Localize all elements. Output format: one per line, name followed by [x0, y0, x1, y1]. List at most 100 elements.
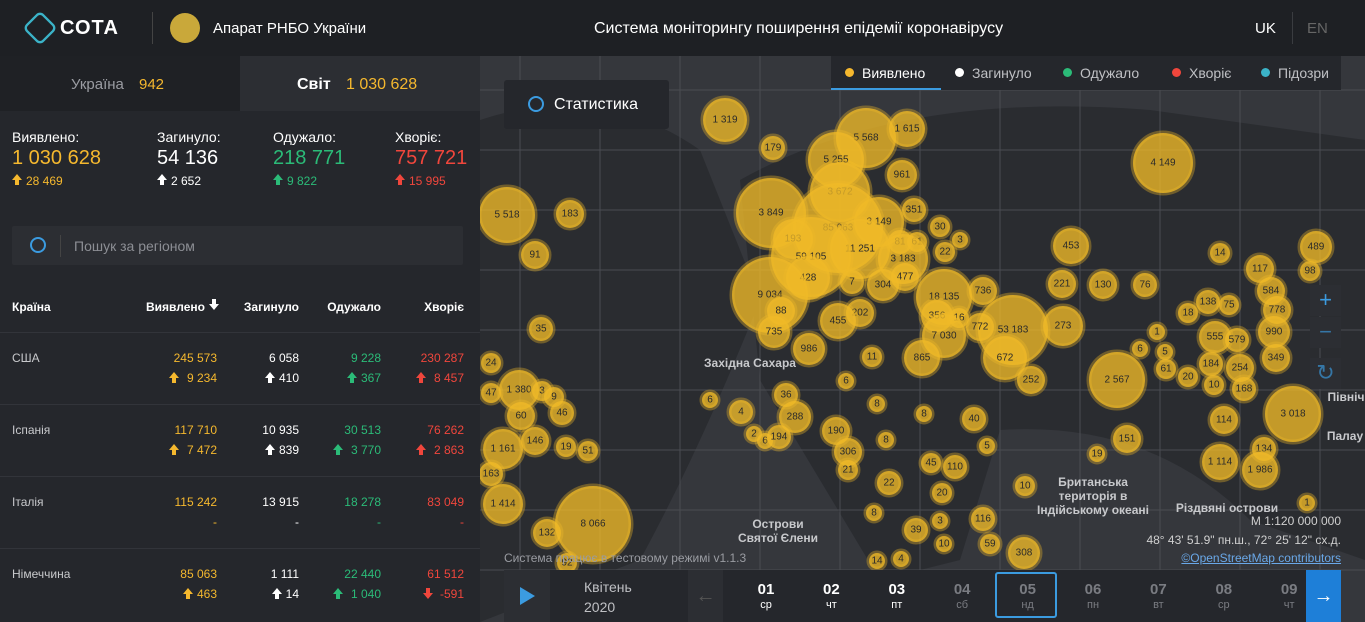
- bubble-label: 11: [867, 352, 878, 363]
- column-header[interactable]: Одужало: [327, 300, 381, 314]
- bubble: [901, 337, 943, 379]
- bubble: [927, 214, 953, 240]
- stat-value: 54 136: [157, 147, 219, 169]
- weekday: вт: [1153, 599, 1164, 611]
- play-icon: [520, 587, 535, 605]
- row-divider: [0, 548, 480, 549]
- day[interactable]: 09: [1280, 581, 1298, 598]
- zoom-button[interactable]: +: [1310, 285, 1341, 316]
- legend-item[interactable]: Виявлено: [831, 56, 941, 90]
- arrow: [416, 372, 426, 383]
- day[interactable]: 02: [823, 581, 840, 598]
- day[interactable]: 04: [953, 581, 971, 598]
- search[interactable]: Пошук за регіоном: [12, 226, 463, 265]
- bubble-label: 252: [1023, 375, 1040, 386]
- legend-item[interactable]: Хворіє: [1158, 56, 1247, 90]
- bubble: [977, 531, 1003, 557]
- cell-delta: 839: [278, 443, 299, 457]
- arrow: [416, 444, 426, 455]
- trend-arrow: [157, 174, 167, 185]
- trend-arrow: [333, 588, 343, 599]
- bubble: [790, 330, 828, 368]
- day[interactable]: 07: [1150, 581, 1167, 598]
- bubble: [1262, 383, 1324, 445]
- bubble-label: 1 414: [490, 499, 515, 510]
- legend-dot: [845, 68, 854, 77]
- bubble: [575, 438, 601, 464]
- bubble: [1130, 270, 1160, 300]
- column-header[interactable]: Хворіє: [424, 300, 464, 314]
- bubble-label: 555: [1207, 332, 1224, 343]
- map-label: Різдвяні острови: [1176, 501, 1278, 515]
- bubble: [1014, 363, 1048, 397]
- bubble-label: 1: [1304, 498, 1310, 509]
- row-divider: [0, 404, 480, 405]
- bubble-label: 772: [972, 322, 989, 333]
- bubble: [1086, 349, 1148, 411]
- attribution[interactable]: ©OpenStreetMap contributors: [1181, 551, 1341, 565]
- bubble-label: 5 255: [823, 155, 848, 166]
- country[interactable]: Італія: [12, 495, 44, 509]
- stats-button[interactable]: Статистика: [504, 80, 669, 129]
- month[interactable]: Квітень: [584, 579, 632, 595]
- column-header[interactable]: Загинуло: [243, 300, 299, 314]
- bubble-label: 59: [984, 539, 996, 550]
- lang[interactable]: EN: [1307, 20, 1328, 37]
- tab[interactable]: [0, 56, 240, 111]
- cell-value: 10 935: [262, 423, 299, 437]
- bubble-label: 117: [1252, 264, 1268, 275]
- prev-button[interactable]: ←: [688, 570, 723, 622]
- zoom-button[interactable]: −: [1310, 317, 1341, 348]
- zoom-button[interactable]: ↻: [1310, 358, 1341, 389]
- day[interactable]: 05: [1019, 581, 1036, 598]
- bubble-label: 22: [883, 478, 895, 489]
- bubble-label: 3: [539, 386, 545, 397]
- country[interactable]: США: [12, 351, 40, 365]
- bubble: [866, 393, 888, 415]
- lang[interactable]: UK: [1255, 20, 1276, 37]
- stats-icon: [528, 96, 544, 112]
- column-header[interactable]: Виявлено: [146, 300, 205, 314]
- bubble-label: 10: [938, 539, 950, 550]
- bubble: [963, 310, 997, 344]
- bubble-label: 9 034: [757, 290, 782, 301]
- country[interactable]: Іспанія: [12, 423, 51, 437]
- day[interactable]: 03: [888, 581, 906, 598]
- bubble: [976, 435, 998, 457]
- bubble-label: 40: [968, 414, 980, 425]
- day[interactable]: 06: [1084, 581, 1102, 598]
- bubble: [940, 452, 970, 482]
- bubble: [1175, 300, 1201, 326]
- bubble: [980, 333, 1030, 383]
- day[interactable]: 08: [1215, 581, 1233, 598]
- bubble: [480, 459, 506, 489]
- bubble-label: 1 986: [1247, 465, 1272, 476]
- bubble-label: 51: [582, 446, 594, 457]
- arrow: [12, 174, 22, 185]
- next-button[interactable]: →: [1306, 570, 1341, 622]
- bubble: [959, 404, 989, 434]
- trend-arrow: [265, 372, 275, 383]
- bubble: [837, 267, 867, 297]
- bubble-label: 288: [787, 412, 804, 423]
- search-icon: [30, 237, 46, 253]
- country[interactable]: Німеччина: [12, 567, 71, 581]
- stat-delta: 15 995: [409, 174, 446, 188]
- bubble: [933, 533, 955, 555]
- play-button[interactable]: [504, 570, 550, 622]
- tab[interactable]: [240, 56, 480, 111]
- legend-item[interactable]: Одужало: [1049, 56, 1158, 90]
- trend-arrow: [416, 372, 426, 383]
- weekday: ср: [760, 599, 772, 611]
- bubble-label: 986: [801, 344, 818, 355]
- legend-item[interactable]: Загинуло: [941, 56, 1049, 90]
- legend-item[interactable]: Підозри: [1247, 56, 1341, 90]
- bubble: [1045, 267, 1079, 301]
- bubble-label: 455: [830, 316, 847, 327]
- day[interactable]: 01: [757, 581, 775, 598]
- bubble-label: 8: [874, 399, 880, 410]
- bubble: [1216, 292, 1242, 318]
- bubble-label: 14: [871, 556, 883, 567]
- bubble: [758, 133, 788, 163]
